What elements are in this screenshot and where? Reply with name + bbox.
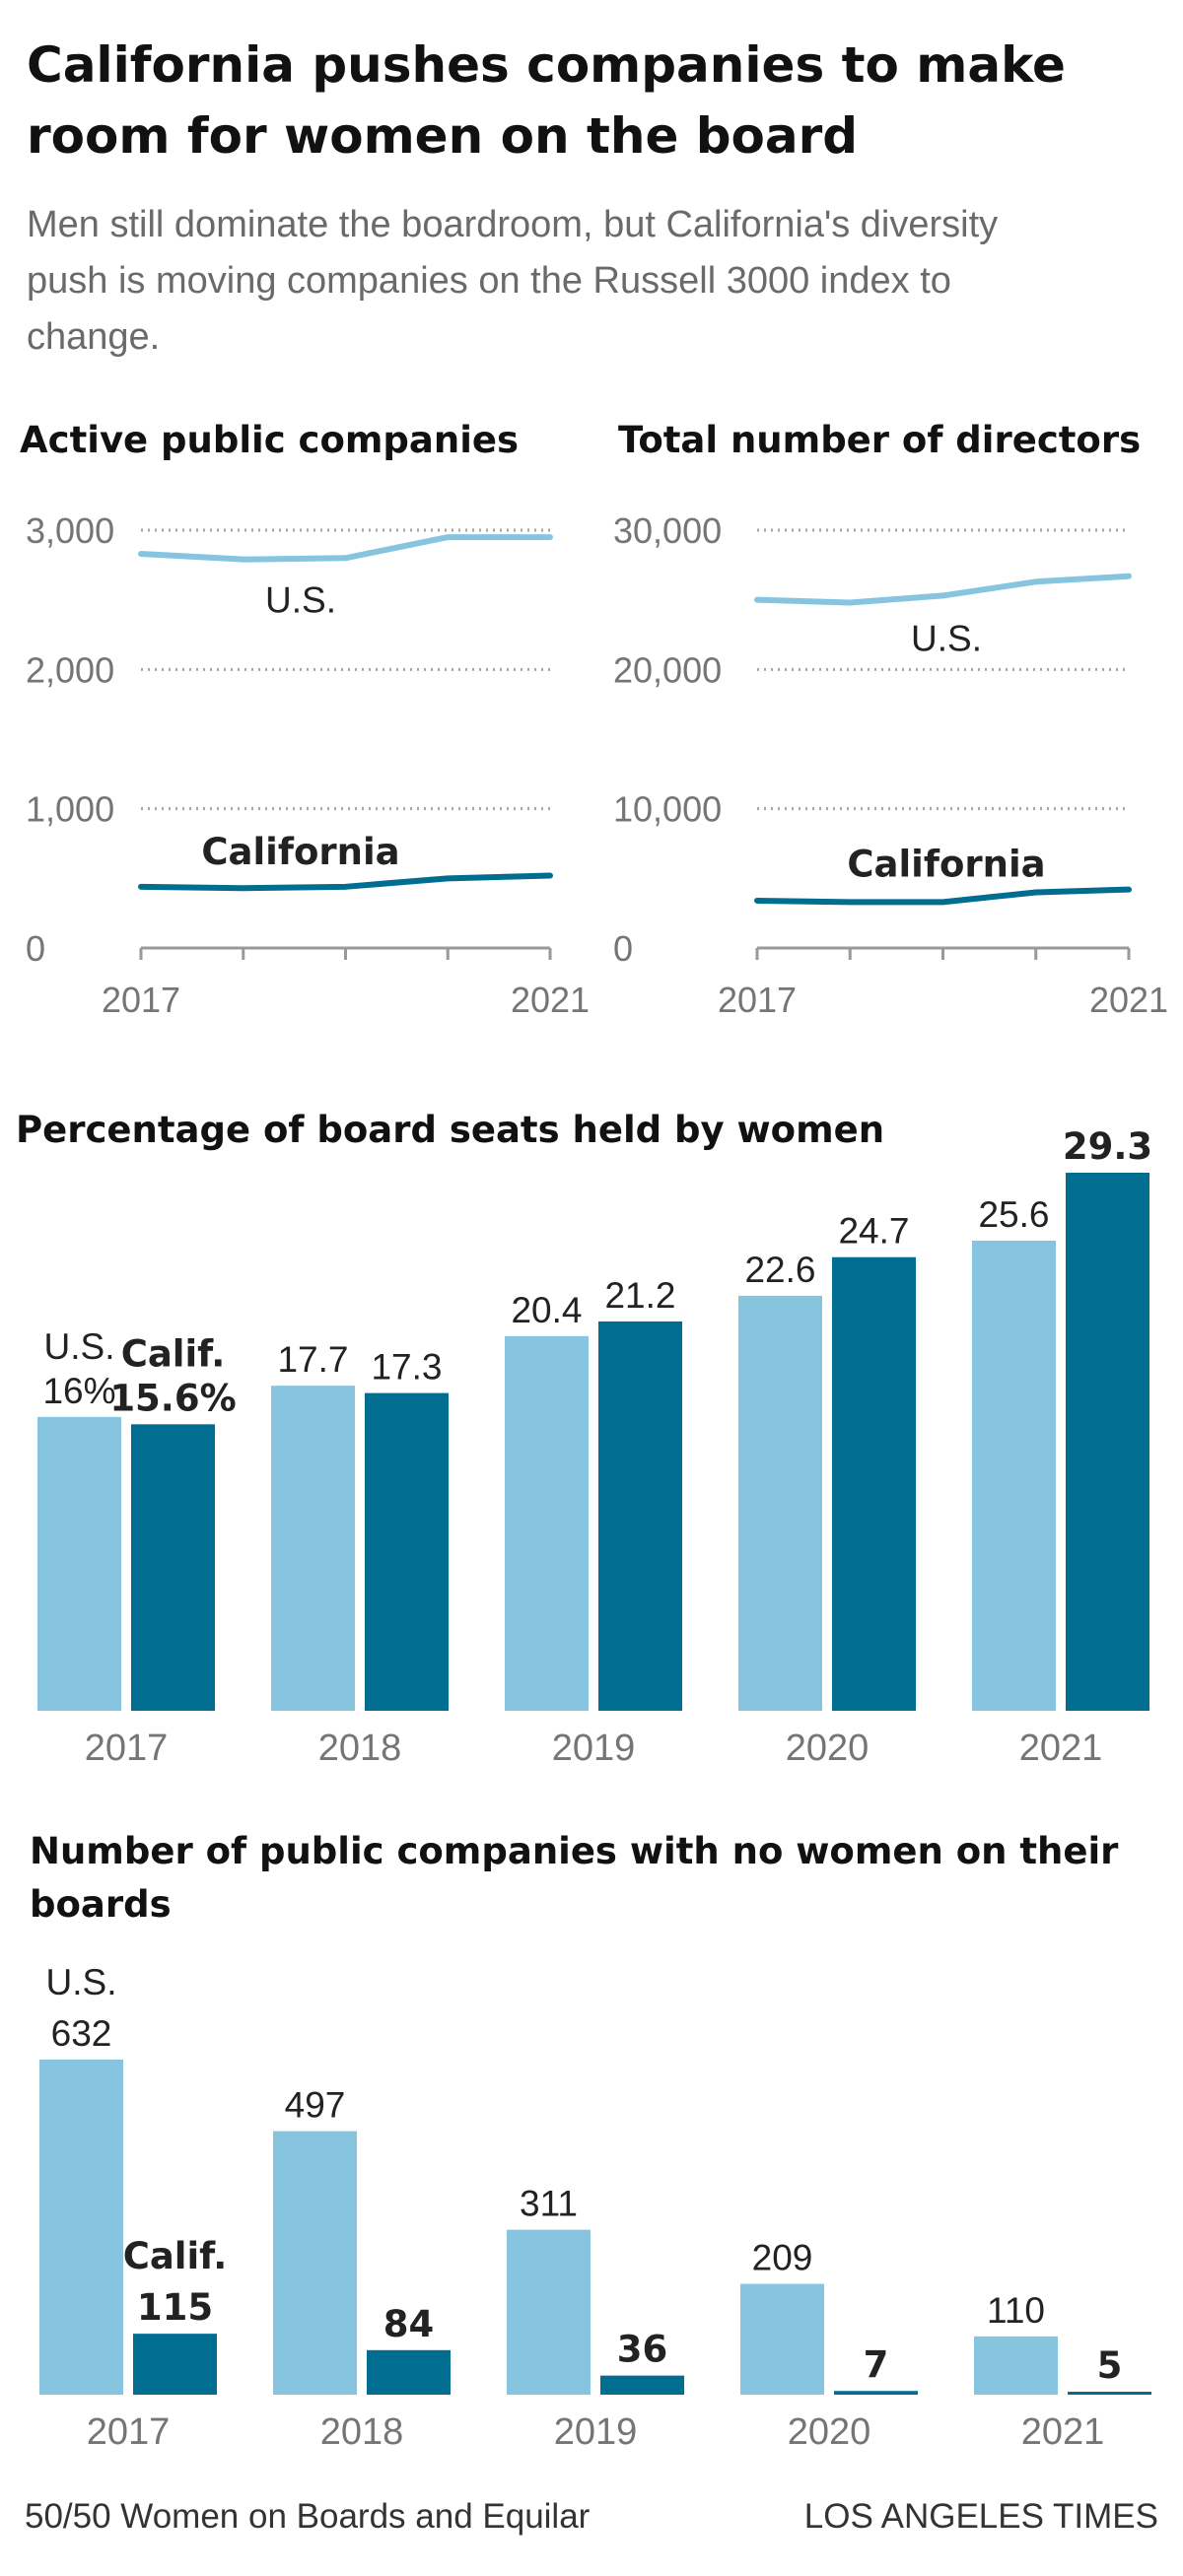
directors-series-line-california [754, 886, 1132, 906]
directors-series-line-us [754, 573, 1132, 606]
companies-series-line-california [138, 872, 553, 892]
nowomen-series-prefix-label: Calif. [123, 2235, 228, 2277]
nowomen-bar-us [273, 2131, 357, 2395]
nowomen-data-label: 311 [520, 2184, 578, 2224]
seats-bar-us [738, 1295, 822, 1711]
nowomen-x-tick-label: 2021 [1021, 2411, 1105, 2453]
nowomen-bar-us [974, 2336, 1058, 2395]
companies-chart-title: Active public companies [20, 419, 520, 461]
companies-y-tick-label: 2,000 [26, 649, 114, 690]
source-note: 50/50 Women on Boards and Equilar [25, 2497, 591, 2536]
nowomen-bar-california [600, 2375, 684, 2395]
directors-y-tick-label: 10,000 [613, 789, 722, 830]
seats-data-label: 20.4 [511, 1290, 582, 1330]
seats-data-label: 17.7 [277, 1339, 348, 1380]
page-subtitle: Men still dominate the boardroom, but Ca… [27, 204, 999, 358]
nowomen-x-tick-label: 2019 [554, 2411, 638, 2453]
seats-bar-california [131, 1424, 215, 1711]
seats-data-label: 21.2 [604, 1275, 675, 1316]
nowomen-data-label: 209 [752, 2238, 813, 2278]
directors-y-tick-label: 30,000 [613, 510, 722, 551]
companies-series-line-us [138, 534, 553, 563]
seats-series-prefix-label: U.S. [44, 1326, 115, 1367]
seats-bar-us [972, 1240, 1056, 1711]
directors-chart-title: Total number of directors [618, 419, 1142, 461]
nowomen-data-label: 36 [617, 2329, 668, 2371]
seats-x-tick-label: 2018 [318, 1728, 402, 1769]
directors-y-tick-label: 20,000 [613, 649, 722, 690]
seats-x-tick-label: 2019 [552, 1728, 636, 1769]
nowomen-data-label: 84 [383, 2303, 435, 2345]
nowomen-data-label: 115 [137, 2286, 213, 2329]
seats-bar-california [1066, 1173, 1149, 1711]
nowomen-chart-title: Number of public companies with no women… [30, 1830, 1119, 1926]
directors-line-chart: 0 10,000 20,000 30,000 2017 2021 U.S. Californi… [613, 510, 1168, 1020]
seats-data-label: 29.3 [1063, 1125, 1152, 1168]
nowomen-bar-california [367, 2349, 451, 2395]
nowomen-bar-us [507, 2229, 591, 2395]
nowomen-data-label: 5 [1097, 2344, 1123, 2387]
seats-x-tick-label: 2020 [786, 1728, 870, 1769]
nowomen-bar-us [740, 2283, 824, 2395]
companies-series-label-us: U.S. [265, 580, 336, 621]
nowomen-bar-california [133, 2334, 217, 2395]
page-title: California pushes companies to make room… [27, 36, 1066, 165]
companies-series-label-california: California [201, 831, 399, 873]
nowomen-x-tick-label: 2018 [320, 2411, 404, 2453]
companies-y-tick-label: 0 [26, 928, 45, 969]
seats-data-label: 15.6% [109, 1377, 236, 1419]
nowomen-data-label: 497 [285, 2085, 346, 2126]
seats-bar-us [271, 1386, 355, 1711]
nowomen-bar-california [1068, 2392, 1151, 2395]
seats-bar-california [365, 1392, 449, 1711]
directors-y-tick-label: 0 [613, 928, 633, 969]
seats-bar-california [832, 1256, 916, 1711]
seats-x-tick-label: 2021 [1019, 1728, 1103, 1769]
credit-line: LOS ANGELES TIMES [803, 2497, 1158, 2536]
seats-bar-us [37, 1416, 121, 1711]
directors-x-tick-label: 2017 [718, 980, 797, 1020]
companies-line-chart: 0 1,000 2,000 3,000 2017 2021 U.S. California [26, 510, 590, 1020]
nowomen-data-label: 110 [987, 2290, 1045, 2331]
directors-series-label-california: California [847, 843, 1045, 885]
seats-bar-us [505, 1335, 589, 1711]
directors-x-tick-label: 2021 [1089, 980, 1168, 1020]
seats-series-prefix-label: Calif. [121, 1332, 226, 1375]
seats-bar-chart: U.S.16%Calif.15.6% 2017 17.7 17.3 2018 20.4 21… [37, 1125, 1152, 1769]
nowomen-data-label: 7 [864, 2343, 889, 2386]
seats-data-label: 16% [42, 1371, 115, 1411]
nowomen-bar-us [39, 2060, 123, 2395]
companies-x-tick-label: 2021 [511, 980, 590, 1020]
seats-data-label: 25.6 [978, 1194, 1049, 1235]
nowomen-bar-chart: U.S. 632 Calif. 115 2017 497 84 2018 311 36 2019 20… [39, 1962, 1151, 2453]
companies-y-tick-label: 3,000 [26, 510, 114, 551]
seats-x-tick-label: 2017 [85, 1728, 169, 1769]
nowomen-x-tick-label: 2017 [87, 2411, 171, 2453]
nowomen-bar-california [834, 2391, 918, 2395]
directors-series-label-us: U.S. [911, 618, 982, 658]
seats-data-label: 17.3 [371, 1347, 442, 1388]
seats-data-label: 22.6 [744, 1250, 815, 1290]
seats-bar-california [598, 1321, 682, 1711]
nowomen-series-prefix-label: U.S. [46, 1962, 117, 2002]
companies-y-tick-label: 1,000 [26, 789, 114, 830]
seats-data-label: 24.7 [838, 1211, 909, 1252]
nowomen-data-label: 632 [51, 2013, 112, 2054]
companies-x-tick-label: 2017 [102, 980, 180, 1020]
nowomen-x-tick-label: 2020 [788, 2411, 871, 2453]
seats-chart-title: Percentage of board seats held by women [16, 1109, 885, 1151]
